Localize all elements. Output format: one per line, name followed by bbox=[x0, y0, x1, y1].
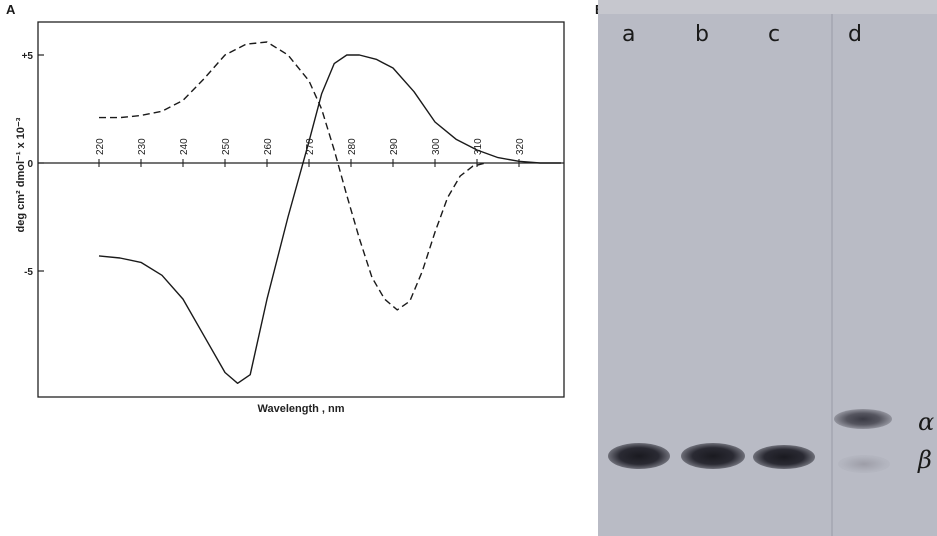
beta-band-lane-a bbox=[608, 443, 670, 469]
x-tick-label: 290 bbox=[389, 138, 400, 155]
panel-a-letter: A bbox=[6, 2, 16, 17]
beta-band-lane-b bbox=[681, 443, 745, 469]
y-tick-label: +5 bbox=[22, 51, 34, 62]
lane-divider bbox=[831, 14, 833, 536]
x-tick-label: 270 bbox=[305, 138, 316, 155]
gel-image: a b c d bbox=[598, 0, 937, 536]
dashed-spectrum-line bbox=[99, 41, 486, 311]
solid-spectrum-line bbox=[98, 54, 561, 384]
x-tick-label: 230 bbox=[137, 138, 148, 155]
gel-top-edge bbox=[598, 0, 937, 14]
y-tick-label: -5 bbox=[24, 267, 33, 278]
x-tick-label: 250 bbox=[221, 138, 232, 155]
panel-a: A +5 0 -5 220 230 240 250 260 270 280 290 300 310 320… bbox=[6, 2, 565, 415]
y-axis-label: deg cm² dmol⁻¹ x 10⁻³ bbox=[15, 117, 27, 232]
x-tick-label: 320 bbox=[515, 138, 526, 155]
y-tick-label: 0 bbox=[27, 159, 33, 170]
x-tick-label: 260 bbox=[263, 138, 274, 155]
alpha-label: α bbox=[918, 408, 935, 436]
plot-frame bbox=[37, 21, 565, 398]
beta-band-lane-c bbox=[753, 445, 815, 469]
x-tick-label: 280 bbox=[347, 138, 358, 155]
lane-label-c: c bbox=[768, 22, 781, 47]
lane-label-a: a bbox=[622, 22, 636, 47]
x-tick-label: 300 bbox=[431, 138, 442, 155]
lane-label-d: d bbox=[848, 22, 862, 47]
beta-band-lane-d bbox=[838, 455, 890, 473]
cd-spectrum-chart: +5 0 -5 220 230 240 250 260 270 280 290 300 310 320 Wa… bbox=[15, 21, 565, 415]
x-axis-label: Wavelength , nm bbox=[258, 403, 345, 415]
x-tick-label: 220 bbox=[95, 138, 106, 155]
beta-label: β bbox=[918, 446, 932, 474]
x-tick-label: 240 bbox=[179, 138, 190, 155]
lane-label-b: b bbox=[695, 22, 709, 47]
panel-b: B a b c d α β bbox=[590, 0, 937, 536]
x-tick-label: 310 bbox=[473, 138, 484, 155]
alpha-band-lane-d bbox=[834, 409, 892, 429]
